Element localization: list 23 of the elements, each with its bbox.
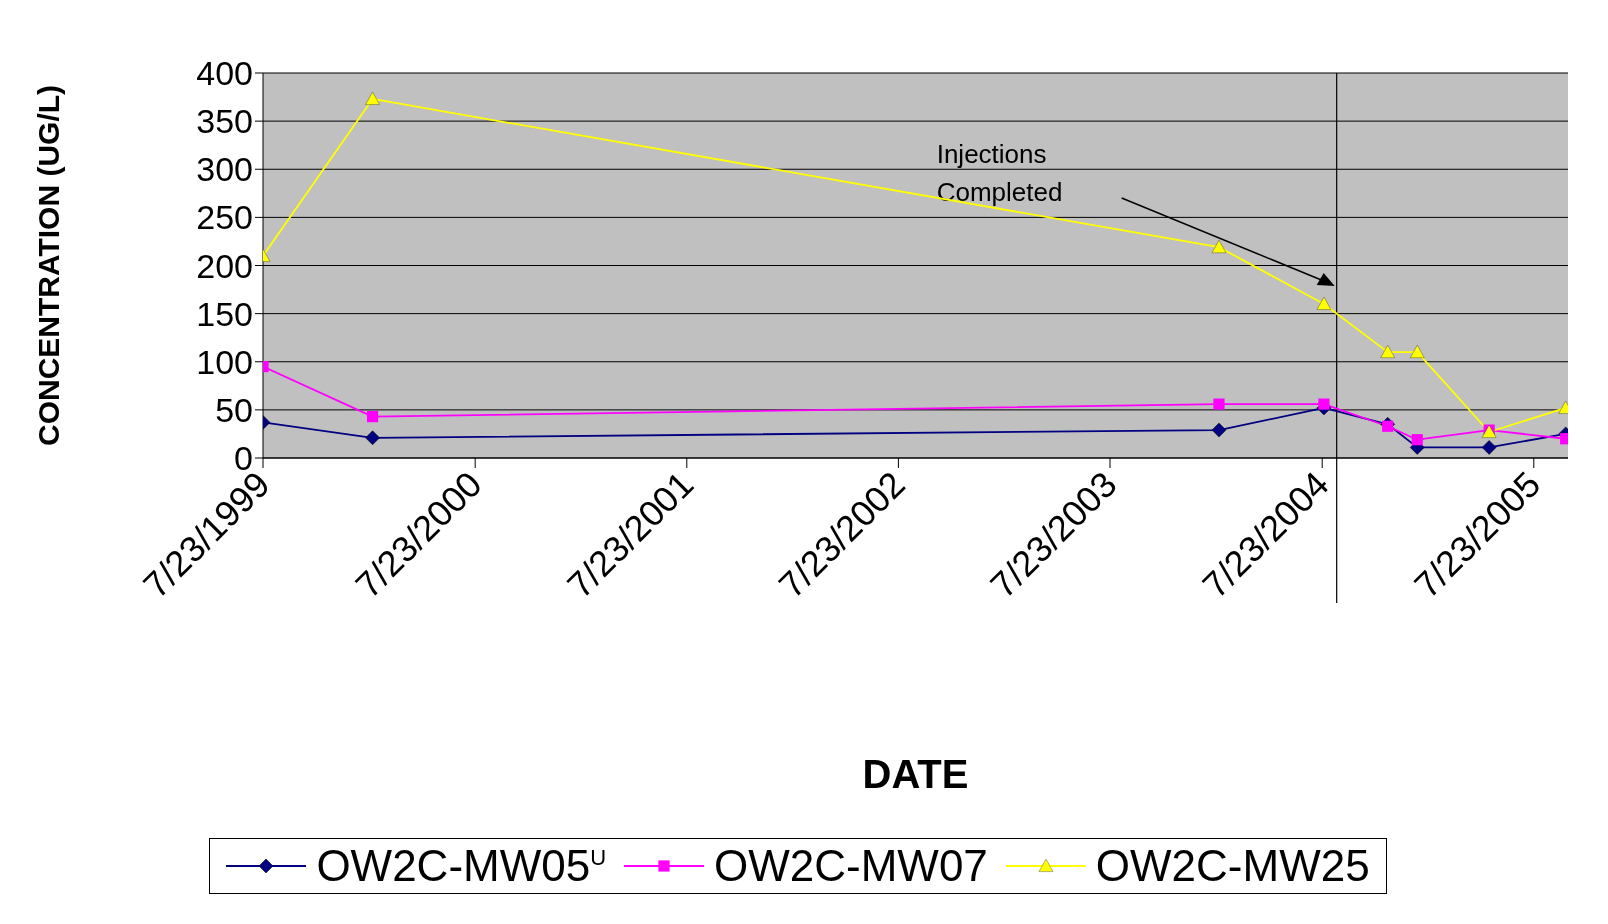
annotation: Injections Completed xyxy=(936,139,1063,207)
point xyxy=(1211,422,1227,438)
y-tick-label: 300 xyxy=(196,150,253,189)
point xyxy=(1316,296,1332,310)
point xyxy=(1410,344,1425,358)
point xyxy=(1411,434,1423,446)
y-tick-label: 350 xyxy=(196,102,253,141)
y-tick-label: 50 xyxy=(215,390,253,429)
y-axis-title: CONCENTRATION (UG/L) xyxy=(31,84,65,447)
legend-label: OW2C-MW25 xyxy=(1095,841,1370,890)
y-tick-label: 200 xyxy=(196,246,253,285)
x-axis-title: DATE xyxy=(862,752,969,796)
y-tick-label: 400 xyxy=(196,54,253,93)
point xyxy=(1213,398,1225,410)
legend-label: OW2C-MW07 xyxy=(714,841,988,890)
y-tick-label: 150 xyxy=(196,294,253,333)
point xyxy=(1481,440,1497,455)
point xyxy=(1318,398,1330,410)
legend-label: OW2C-MW05$^{U}$ xyxy=(316,841,607,890)
y-tick-label: 250 xyxy=(196,198,253,237)
point xyxy=(1380,344,1395,358)
point xyxy=(1211,240,1227,253)
y-tick-label: 100 xyxy=(196,342,253,381)
